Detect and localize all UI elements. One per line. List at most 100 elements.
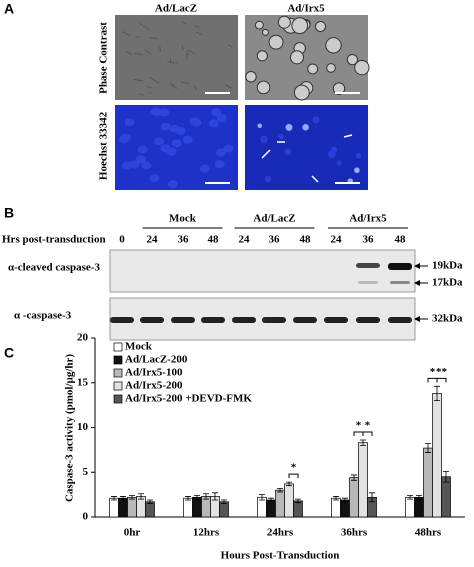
arrowhead [414,263,420,269]
bar [109,497,119,518]
x-tick-label: 0hr [124,527,141,539]
significance: * [291,462,297,474]
y-tick-label: 0 [83,511,89,523]
panel-label: C [4,345,14,361]
nucleus [137,145,148,154]
legend-swatch [113,394,123,404]
nucleus [199,164,210,173]
arrow [311,175,319,183]
legend-label: Ad/Irx5-100 [125,367,183,379]
texture [149,37,158,40]
band-size: 32kDa [432,313,463,325]
texture [167,60,175,64]
nucleus [182,135,193,144]
significance: * [430,366,436,378]
x-tick-label: 24hrs [267,527,294,539]
cell [293,84,310,101]
significance: * [365,420,371,432]
error-bar [129,495,135,500]
micrographs [115,15,370,190]
group-label: Ad/LacZ [253,213,295,225]
y-tick-label: 15 [77,376,89,388]
error-bar [443,470,449,483]
nucleus [208,119,219,128]
arrowhead [414,280,420,286]
band [356,263,380,268]
lane-label: 36 [178,234,190,246]
group-label: Mock [169,213,197,225]
nucleus [171,139,182,148]
nucleus [175,126,186,135]
bar [331,497,341,518]
nucleus [153,137,164,146]
x-tick-label: 48hrs [415,527,442,539]
nucleus [159,108,170,117]
bar [118,497,128,518]
error-bar [407,495,413,500]
panel-label: B [4,205,14,221]
lane-label: 48 [208,234,220,246]
bar [358,442,368,518]
error-bar [351,474,357,481]
error-bar [369,492,375,503]
texture [139,93,144,96]
row-header: Hrs post-transduction [2,234,106,246]
arrowhead [414,316,420,322]
nucleus [354,167,360,174]
legend-swatch [113,342,123,352]
nucleus [214,160,225,169]
bracket [353,431,364,437]
band [232,317,256,323]
legend-label: Ad/Irx5-200 +DEVD-FMK [125,393,252,405]
bracket [436,377,447,383]
bar [275,489,285,518]
significance: * [356,420,362,432]
bar [145,501,155,518]
texture [181,44,184,50]
lane-label: 36 [363,234,375,246]
row-label: Phase Contrast [98,22,110,94]
texture [187,49,196,55]
nucleus [118,135,129,144]
bar [423,447,433,518]
texture [169,82,175,86]
texture [171,84,178,89]
error-bar [425,443,431,453]
error-bar [416,495,422,500]
bar [201,496,211,518]
nucleus [211,108,222,117]
lane-label: 24 [147,234,159,246]
band [293,317,317,323]
texture [133,52,144,55]
micrograph [245,105,368,190]
nucleus [121,161,132,170]
legend-label: Mock [125,341,153,353]
error-bar [333,496,339,501]
bar [349,477,359,518]
y-axis-label: Caspase-3 activity (pmol/µg/hr) [64,354,76,502]
cell [326,63,336,73]
legend-label: Ad/Irx5-200 [125,380,183,392]
texture [159,46,162,52]
arrow [343,134,353,138]
significance: ** [436,366,448,378]
nucleus [216,148,227,157]
cell [289,50,304,65]
bar [219,501,229,518]
bar [432,393,442,518]
lane-label: 48 [300,234,312,246]
cell [354,59,370,76]
texture [195,31,202,36]
error-bar [194,495,200,500]
cell [245,70,257,83]
column-label: Ad/LacZ [155,3,197,15]
texture [150,77,160,84]
legend-label: Ad/LacZ-200 [125,354,188,366]
texture [185,53,188,60]
bar [405,496,415,518]
nucleus [312,116,320,124]
nucleus [284,148,292,155]
bracket [427,377,438,383]
nucleus [167,180,178,189]
